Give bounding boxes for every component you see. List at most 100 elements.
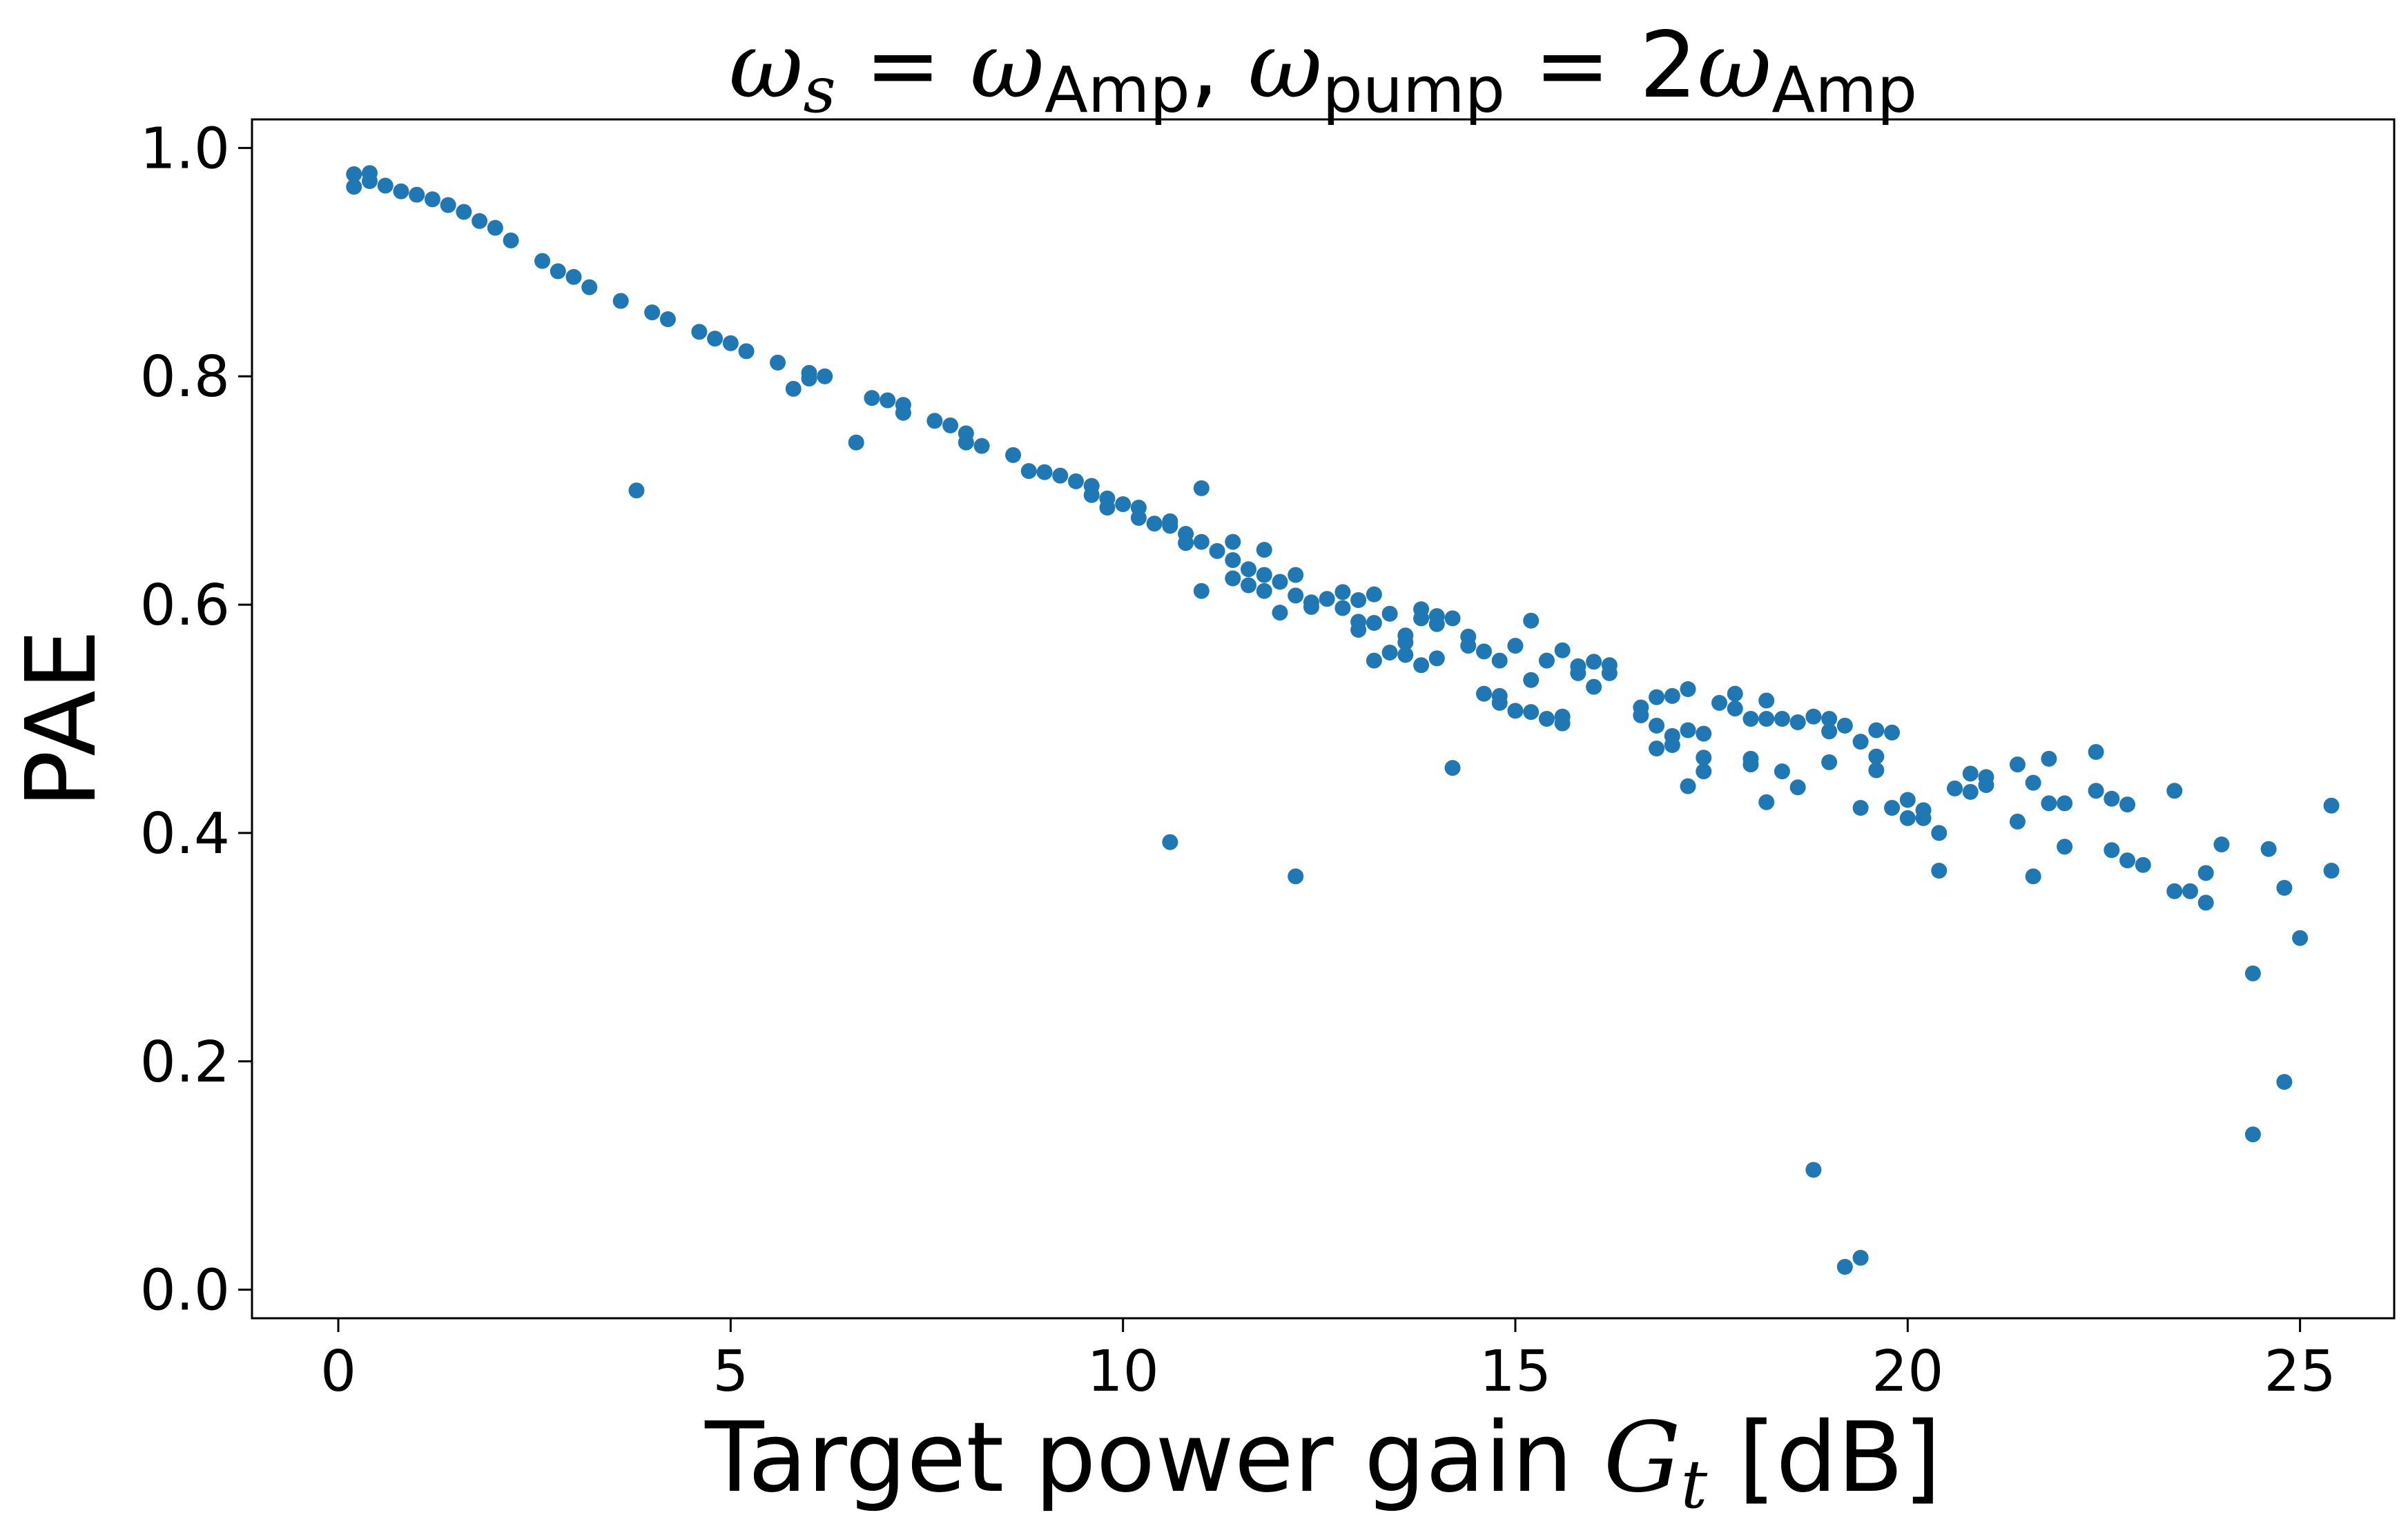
scatter-point bbox=[503, 232, 519, 248]
scatter-point bbox=[2119, 796, 2136, 813]
scatter-point bbox=[2025, 774, 2041, 791]
scatter-point bbox=[1742, 711, 1759, 727]
scatter-point bbox=[1413, 610, 1430, 627]
scatter-point bbox=[1413, 657, 1430, 674]
scatter-point bbox=[1507, 703, 1524, 719]
scatter-point bbox=[1256, 542, 1272, 558]
scatter-point bbox=[1664, 737, 1680, 754]
plot-frame bbox=[251, 118, 2396, 1320]
scatter-point bbox=[817, 368, 833, 384]
scatter-point bbox=[1931, 825, 1948, 841]
scatter-point bbox=[1664, 687, 1680, 704]
scatter-point bbox=[926, 413, 943, 429]
scatter-point bbox=[1319, 591, 1335, 607]
scatter-point bbox=[1460, 638, 1477, 654]
scatter-point bbox=[2323, 797, 2340, 814]
scatter-point bbox=[1789, 779, 1806, 796]
scatter-point bbox=[1649, 717, 1665, 734]
scatter-point bbox=[1428, 616, 1445, 632]
scatter-point bbox=[1852, 800, 1869, 816]
scatter-point bbox=[393, 183, 409, 199]
scatter-point bbox=[534, 253, 551, 269]
x-tick-label: 25 bbox=[2264, 1339, 2336, 1405]
scatter-point bbox=[2197, 894, 2214, 911]
scatter-point bbox=[1742, 756, 1759, 773]
scatter-point bbox=[1476, 685, 1493, 702]
scatter-point bbox=[2292, 930, 2309, 946]
scatter-point bbox=[1020, 463, 1037, 480]
scatter-point bbox=[1727, 701, 1743, 717]
scatter-point bbox=[1899, 792, 1916, 808]
scatter-point bbox=[1225, 570, 1241, 587]
scatter-point bbox=[1366, 615, 1382, 632]
scatter-point bbox=[1193, 534, 1210, 550]
scatter-point bbox=[1272, 574, 1288, 590]
scatter-point bbox=[770, 354, 786, 371]
scatter-point bbox=[1162, 518, 1178, 534]
scatter-point bbox=[2244, 1126, 2261, 1143]
scatter-point bbox=[1649, 741, 1665, 757]
scatter-point bbox=[1256, 567, 1272, 583]
scatter-point bbox=[1586, 678, 1602, 695]
scatter-point bbox=[2057, 795, 2073, 812]
scatter-point bbox=[1696, 725, 1712, 742]
scatter-point bbox=[1397, 647, 1414, 663]
scatter-point bbox=[1758, 794, 1775, 810]
scatter-point bbox=[1727, 685, 1743, 702]
scatter-point bbox=[1774, 763, 1790, 780]
scatter-point bbox=[440, 197, 456, 213]
scatter-point bbox=[1130, 509, 1147, 526]
scatter-point bbox=[1538, 652, 1555, 669]
scatter-point bbox=[1774, 711, 1790, 727]
scatter-point bbox=[2041, 750, 2057, 767]
x-axis-label-text: Target power gain Gt [dB] bbox=[704, 1402, 1941, 1523]
scatter-point bbox=[472, 213, 488, 229]
scatter-point bbox=[895, 404, 911, 421]
chart-title: ωs = ωAmp, ωpump = 2ωAmp bbox=[729, 12, 1917, 127]
x-tick-label: 10 bbox=[1087, 1339, 1158, 1405]
data-points bbox=[346, 165, 2340, 1275]
scatter-point bbox=[1523, 672, 1540, 688]
scatter-point bbox=[1225, 534, 1241, 550]
scatter-point bbox=[1444, 760, 1461, 776]
scatter-point bbox=[1083, 487, 1100, 503]
x-axis-label: Target power gain Gt [dB] bbox=[704, 1402, 1941, 1523]
y-tick-label: 0.8 bbox=[140, 344, 230, 410]
scatter-point bbox=[1162, 834, 1178, 850]
scatter-point bbox=[1758, 711, 1775, 727]
scatter-point bbox=[1821, 723, 1838, 740]
scatter-point bbox=[1178, 535, 1194, 551]
scatter-point bbox=[848, 434, 864, 451]
y-tick-label: 1.0 bbox=[140, 116, 230, 182]
scatter-point bbox=[487, 219, 503, 236]
scatter-point bbox=[1601, 665, 1618, 681]
scatter-point bbox=[2057, 839, 2073, 855]
scatter-point bbox=[1868, 748, 1885, 765]
y-axis-label: PAE bbox=[6, 629, 118, 809]
scatter-point bbox=[456, 204, 472, 220]
scatter-point bbox=[1978, 776, 1994, 793]
scatter-point bbox=[1586, 654, 1602, 670]
scatter-point bbox=[1193, 583, 1210, 599]
scatter-point bbox=[1036, 464, 1053, 480]
scatter-point bbox=[1554, 715, 1571, 732]
scatter-point bbox=[1146, 516, 1163, 532]
scatter-point bbox=[1366, 586, 1382, 603]
scatter-point bbox=[1758, 692, 1775, 709]
scatter-point bbox=[2166, 883, 2183, 899]
scatter-point bbox=[2197, 865, 2214, 881]
scatter-point bbox=[1868, 722, 1885, 738]
scatter-point bbox=[1193, 480, 1210, 496]
scatter-point bbox=[1680, 778, 1696, 794]
chart-title-text: ωs = ωAmp, ωpump = 2ωAmp bbox=[729, 12, 1917, 127]
scatter-point bbox=[1899, 810, 1916, 826]
scatter-point bbox=[2041, 795, 2057, 812]
scatter-point bbox=[2119, 852, 2136, 869]
scatter-point bbox=[707, 331, 724, 347]
scatter-point bbox=[1884, 800, 1901, 816]
scatter-point bbox=[1366, 652, 1382, 669]
scatter-point bbox=[1884, 724, 1901, 741]
scatter-point bbox=[1334, 600, 1351, 616]
scatter-point bbox=[2009, 756, 2026, 773]
scatter-point bbox=[2244, 965, 2261, 981]
